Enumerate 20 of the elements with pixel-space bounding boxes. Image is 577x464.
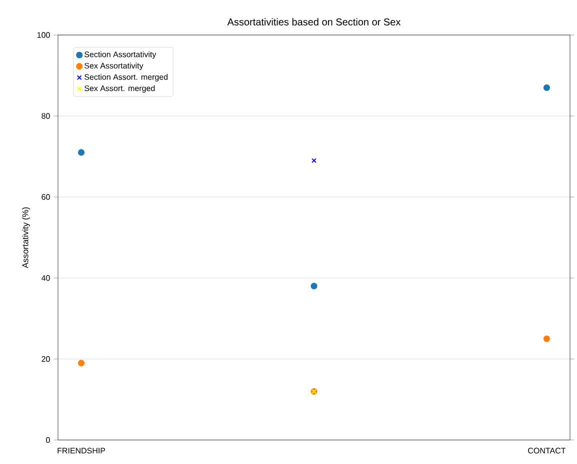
y-tick-label: 0 [46,437,50,443]
legend-label: Sex Assort. merged [84,85,155,93]
y-tick-label: 60 [42,194,50,200]
legend-label: Section Assort. merged [84,74,168,82]
point [310,282,318,290]
y-tick-label: 100 [37,32,50,38]
point [543,84,550,91]
y-tick-label: 20 [42,356,50,362]
point [78,360,85,366]
y-tick-label: 80 [42,113,50,119]
y-axis-title: Assortativity (%) [22,207,30,268]
x-tick-label: FRIENDSHIP [58,448,106,454]
chart-title: Assortativities based on Section or Sex [227,18,401,26]
legend-label: Section Assortativity [84,51,156,59]
x-tick-label: CONTACT [528,448,566,454]
y-tick-label: 40 [41,275,50,281]
legend-label: Sex Assortativity [84,62,144,70]
point [312,158,316,164]
point [78,149,85,156]
point [543,335,550,342]
